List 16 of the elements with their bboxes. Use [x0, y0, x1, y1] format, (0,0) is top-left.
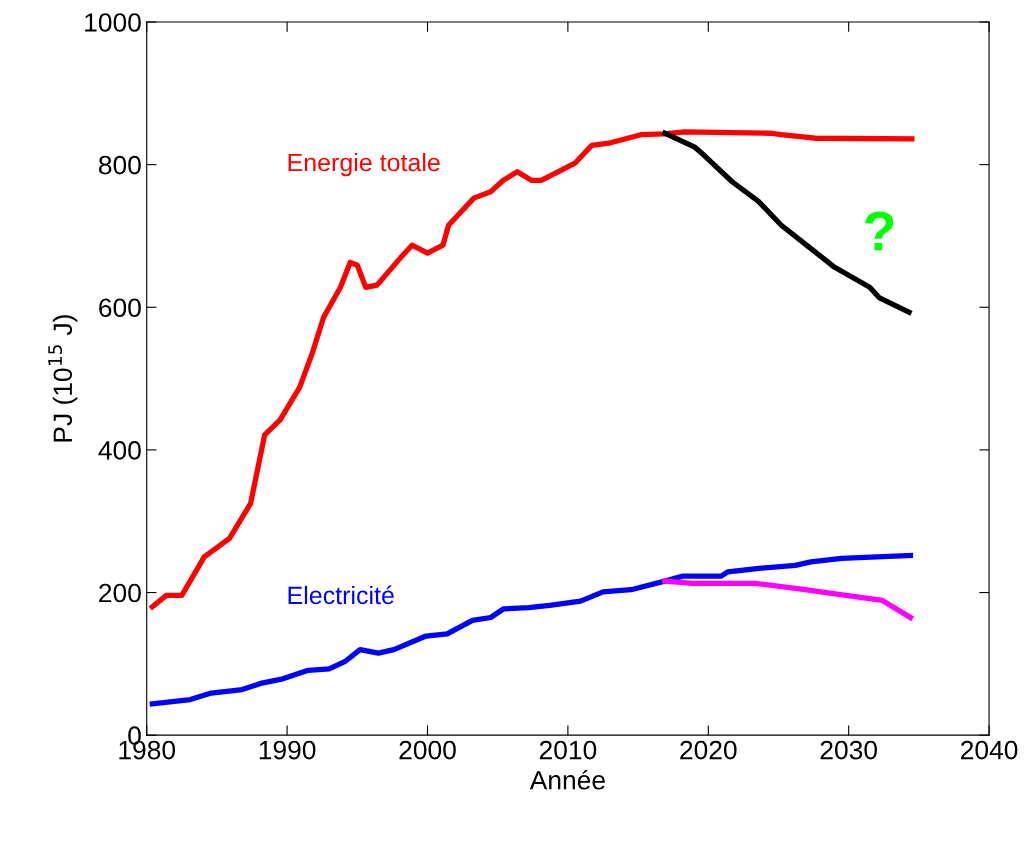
y-tick-label: 400	[98, 441, 141, 460]
x-tick-label: 1990	[259, 740, 316, 760]
x-tick-label: 2040	[961, 740, 1018, 760]
x-tick-label: 2010	[539, 740, 597, 760]
y-tick-label: 600	[99, 298, 141, 318]
y-tick-label: 1000	[85, 13, 141, 32]
x-tick-label: 2030	[820, 740, 877, 760]
series-label: Electricité	[288, 585, 394, 605]
y-tick-label: 200	[99, 583, 141, 603]
y-tick-label: 800	[98, 155, 141, 175]
x-tick-label: 2000	[399, 740, 456, 760]
series-label: Energie totale	[288, 152, 440, 177]
y-axis-title: PJ (10$^{15}$ J)	[48, 315, 78, 442]
annotation: ?	[865, 211, 894, 251]
x-axis-title: Année	[529, 769, 605, 790]
x-tick-label: 2020	[680, 740, 737, 760]
